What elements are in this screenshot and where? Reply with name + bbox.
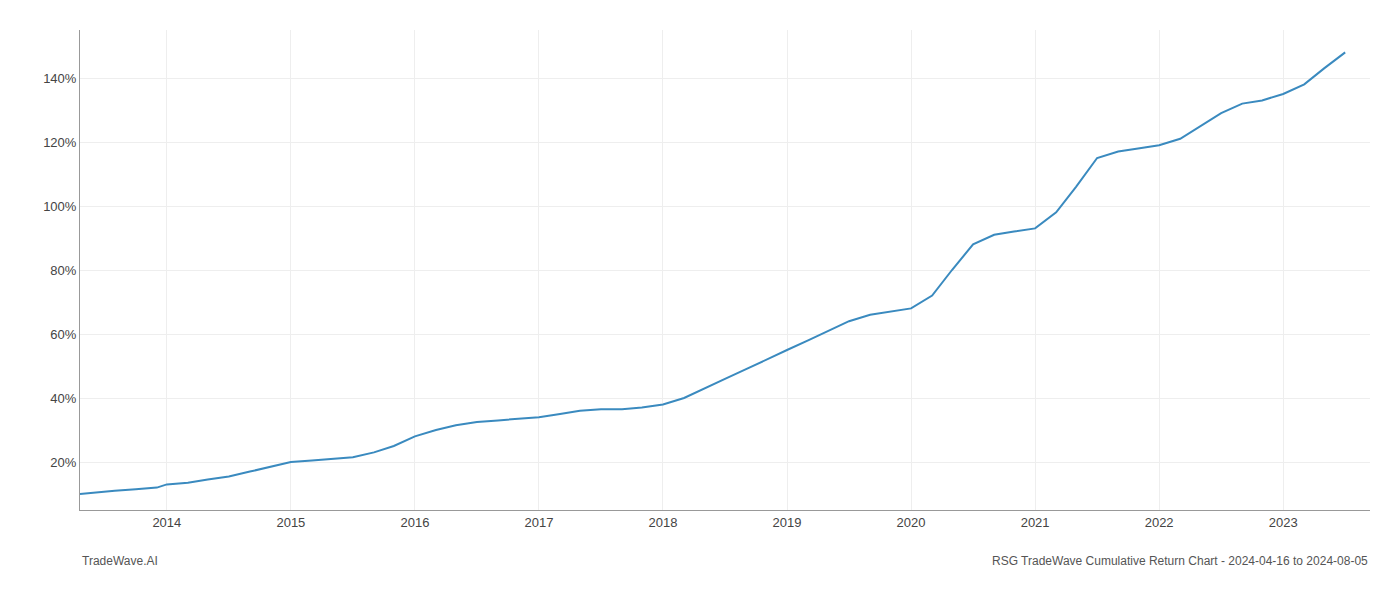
svg-text:2023: 2023 <box>1269 515 1298 530</box>
svg-text:120%: 120% <box>43 135 77 150</box>
svg-text:2019: 2019 <box>773 515 802 530</box>
svg-text:2014: 2014 <box>152 515 181 530</box>
svg-text:TradeWave.AI: TradeWave.AI <box>82 554 158 568</box>
svg-text:2017: 2017 <box>524 515 553 530</box>
svg-text:100%: 100% <box>43 199 77 214</box>
svg-text:2015: 2015 <box>276 515 305 530</box>
svg-text:140%: 140% <box>43 71 77 86</box>
svg-text:2020: 2020 <box>897 515 926 530</box>
svg-text:20%: 20% <box>50 455 76 470</box>
svg-text:80%: 80% <box>50 263 76 278</box>
svg-text:2022: 2022 <box>1145 515 1174 530</box>
svg-text:2018: 2018 <box>649 515 678 530</box>
svg-text:2016: 2016 <box>400 515 429 530</box>
svg-text:40%: 40% <box>50 391 76 406</box>
svg-text:2021: 2021 <box>1021 515 1050 530</box>
svg-text:60%: 60% <box>50 327 76 342</box>
svg-text:RSG TradeWave Cumulative Retur: RSG TradeWave Cumulative Return Chart - … <box>992 554 1368 568</box>
